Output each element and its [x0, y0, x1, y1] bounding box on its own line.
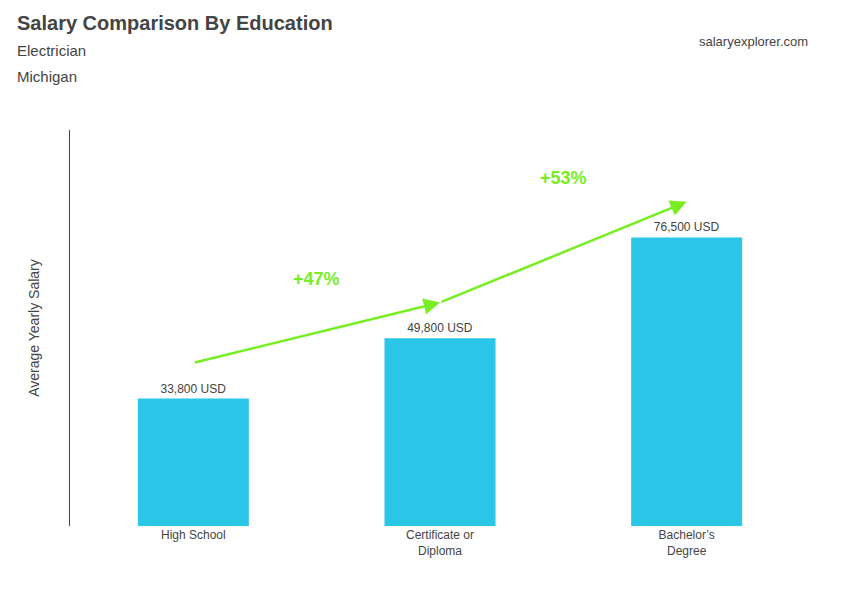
svg-text:salaryexplorer.com: salaryexplorer.com [699, 34, 808, 49]
svg-text:High School: High School [161, 528, 226, 542]
svg-text:76,500 USD: 76,500 USD [654, 220, 720, 234]
svg-text:49,800 USD: 49,800 USD [407, 321, 473, 335]
svg-text:+47%: +47% [293, 269, 340, 289]
svg-text:+53%: +53% [540, 168, 587, 188]
svg-text:Certificate orDiploma: Certificate orDiploma [406, 528, 474, 558]
svg-text:Average Yearly Salary: Average Yearly Salary [26, 259, 42, 397]
svg-text:33,800 USD: 33,800 USD [160, 382, 226, 396]
svg-text:Salary Comparison By Education: Salary Comparison By EducationElectricia… [17, 12, 333, 85]
svg-text:Bachelor’sDegree: Bachelor’sDegree [659, 528, 715, 558]
